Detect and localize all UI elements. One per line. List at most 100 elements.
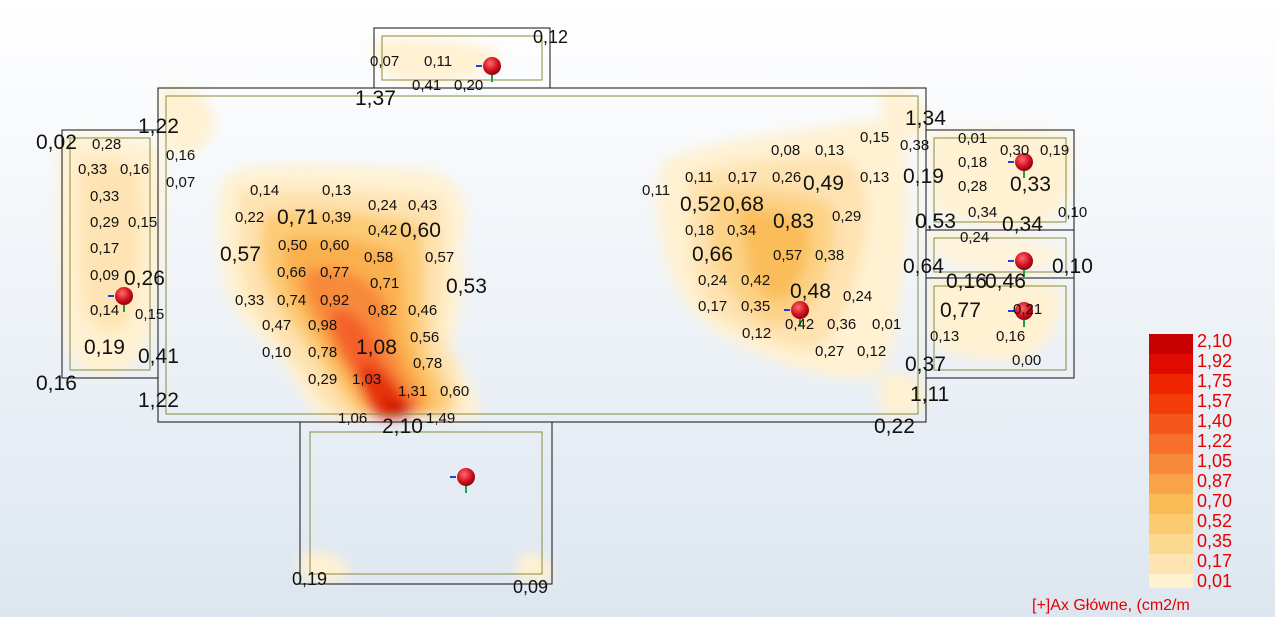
value-label: 0,09 (90, 267, 120, 284)
value-label: 2,10 (382, 415, 423, 438)
legend-swatch (1149, 534, 1193, 555)
value-label: 0,58 (364, 249, 394, 266)
value-label: 0,13 (930, 328, 960, 345)
value-label: 0,14 (90, 302, 120, 319)
value-label: 0,57 (773, 247, 803, 264)
value-label: 0,82 (368, 302, 398, 319)
value-label: 0,15 (128, 214, 158, 231)
value-label: 0,66 (277, 264, 307, 281)
legend-value: 0,35 (1197, 531, 1233, 551)
value-label: 1,49 (426, 410, 456, 427)
value-label: 0,66 (692, 243, 733, 266)
value-label: 0,41 (138, 345, 179, 368)
value-label: 0,29 (308, 371, 338, 388)
value-label: 0,43 (408, 197, 438, 214)
value-label: 0,30 (1000, 142, 1030, 159)
value-label: 0,01 (872, 316, 902, 333)
value-label: 0,16 (36, 372, 77, 395)
value-label: 0,38 (815, 247, 845, 264)
value-label: 0,28 (958, 178, 988, 195)
value-label: 0,16 (120, 161, 150, 178)
column-node-1 (476, 57, 501, 82)
value-label: 1,06 (338, 410, 368, 427)
value-label: 0,16 (166, 147, 196, 164)
value-label: 1,34 (905, 107, 946, 130)
value-label: 0,10 (262, 344, 292, 361)
value-label: 0,42 (741, 272, 771, 289)
value-label: 0,92 (320, 292, 350, 309)
column-node-7 (1008, 302, 1033, 327)
legend-value: 1,92 (1197, 351, 1233, 371)
legend-swatch (1149, 494, 1193, 515)
value-label: 1,37 (355, 87, 396, 110)
legend-value: 2,10 (1197, 331, 1233, 351)
value-label: 0,29 (832, 208, 862, 225)
value-label: 1,11 (910, 383, 950, 406)
value-label: 0,13 (322, 182, 352, 199)
value-label: 0,12 (742, 325, 772, 342)
value-label: 0,26 (124, 267, 165, 290)
value-label: 0,46 (985, 270, 1026, 293)
value-label: 0,36 (827, 316, 857, 333)
legend-swatch (1149, 454, 1193, 475)
value-label: 0,50 (278, 237, 308, 254)
value-label: 0,33 (1010, 173, 1051, 196)
value-label: 0,18 (685, 222, 715, 239)
legend-value: 0,70 (1197, 491, 1233, 511)
legend-value: 1,75 (1197, 371, 1233, 391)
legend-swatch (1149, 374, 1193, 395)
value-label: 0,02 (36, 131, 77, 154)
value-label: 0,12 (857, 343, 887, 360)
legend-title: [+]Ax Główne, (cm2/m (1032, 597, 1190, 614)
value-label: 1,22 (138, 115, 179, 138)
legend-swatch (1149, 574, 1193, 588)
value-label: 0,18 (958, 154, 988, 171)
value-label: 1,08 (356, 336, 397, 359)
value-label: 0,74 (277, 292, 307, 309)
value-label: 0,07 (370, 53, 400, 70)
value-label: 0,38 (900, 137, 930, 154)
value-label: 0,47 (262, 317, 292, 334)
value-label: 0,07 (166, 174, 196, 191)
legend-value: 0,01 (1197, 571, 1233, 591)
legend-swatch (1149, 394, 1193, 415)
value-label: 1,22 (138, 389, 179, 412)
value-label: 0,20 (454, 77, 484, 94)
legend-swatch (1149, 414, 1193, 435)
value-label: 0,77 (320, 264, 350, 281)
legend-value: 1,40 (1197, 411, 1233, 431)
value-label: 0,42 (368, 222, 398, 239)
value-label: 0,01 (958, 130, 988, 147)
value-label: 0,56 (410, 329, 440, 346)
value-label: 0,16 (996, 328, 1026, 345)
value-label: 0,15 (135, 306, 165, 323)
value-label: 0,39 (322, 209, 352, 226)
column-node-6 (1008, 252, 1033, 277)
value-label: 0,60 (400, 219, 441, 242)
value-label: 0,11 (642, 182, 671, 199)
value-label: 0,71 (277, 206, 318, 229)
value-label: 0,34 (1002, 213, 1043, 236)
legend-swatch (1149, 514, 1193, 535)
value-label: 0,24 (960, 229, 990, 246)
legend-swatch (1149, 554, 1193, 575)
value-label: 0,46 (408, 302, 438, 319)
value-label: 0,71 (370, 275, 400, 292)
value-label: 0,60 (320, 237, 350, 254)
value-label: 0,12 (533, 27, 569, 47)
value-label: 0,27 (815, 343, 845, 360)
heat-map (58, 39, 1072, 582)
column-node-5 (1008, 153, 1033, 178)
slab-outlines (61, 27, 1075, 585)
value-label: 0,24 (843, 288, 873, 305)
value-label: 0,28 (92, 136, 122, 153)
value-label: 0,19 (84, 336, 125, 359)
value-label: 1,31 (398, 383, 428, 400)
value-label: 0,57 (220, 243, 261, 266)
value-label: 0,16 (946, 270, 987, 293)
value-label: 0,24 (698, 272, 728, 289)
value-label: 0,19 (903, 165, 944, 188)
value-label: 0,29 (90, 214, 120, 231)
value-label: 0,33 (235, 292, 265, 309)
